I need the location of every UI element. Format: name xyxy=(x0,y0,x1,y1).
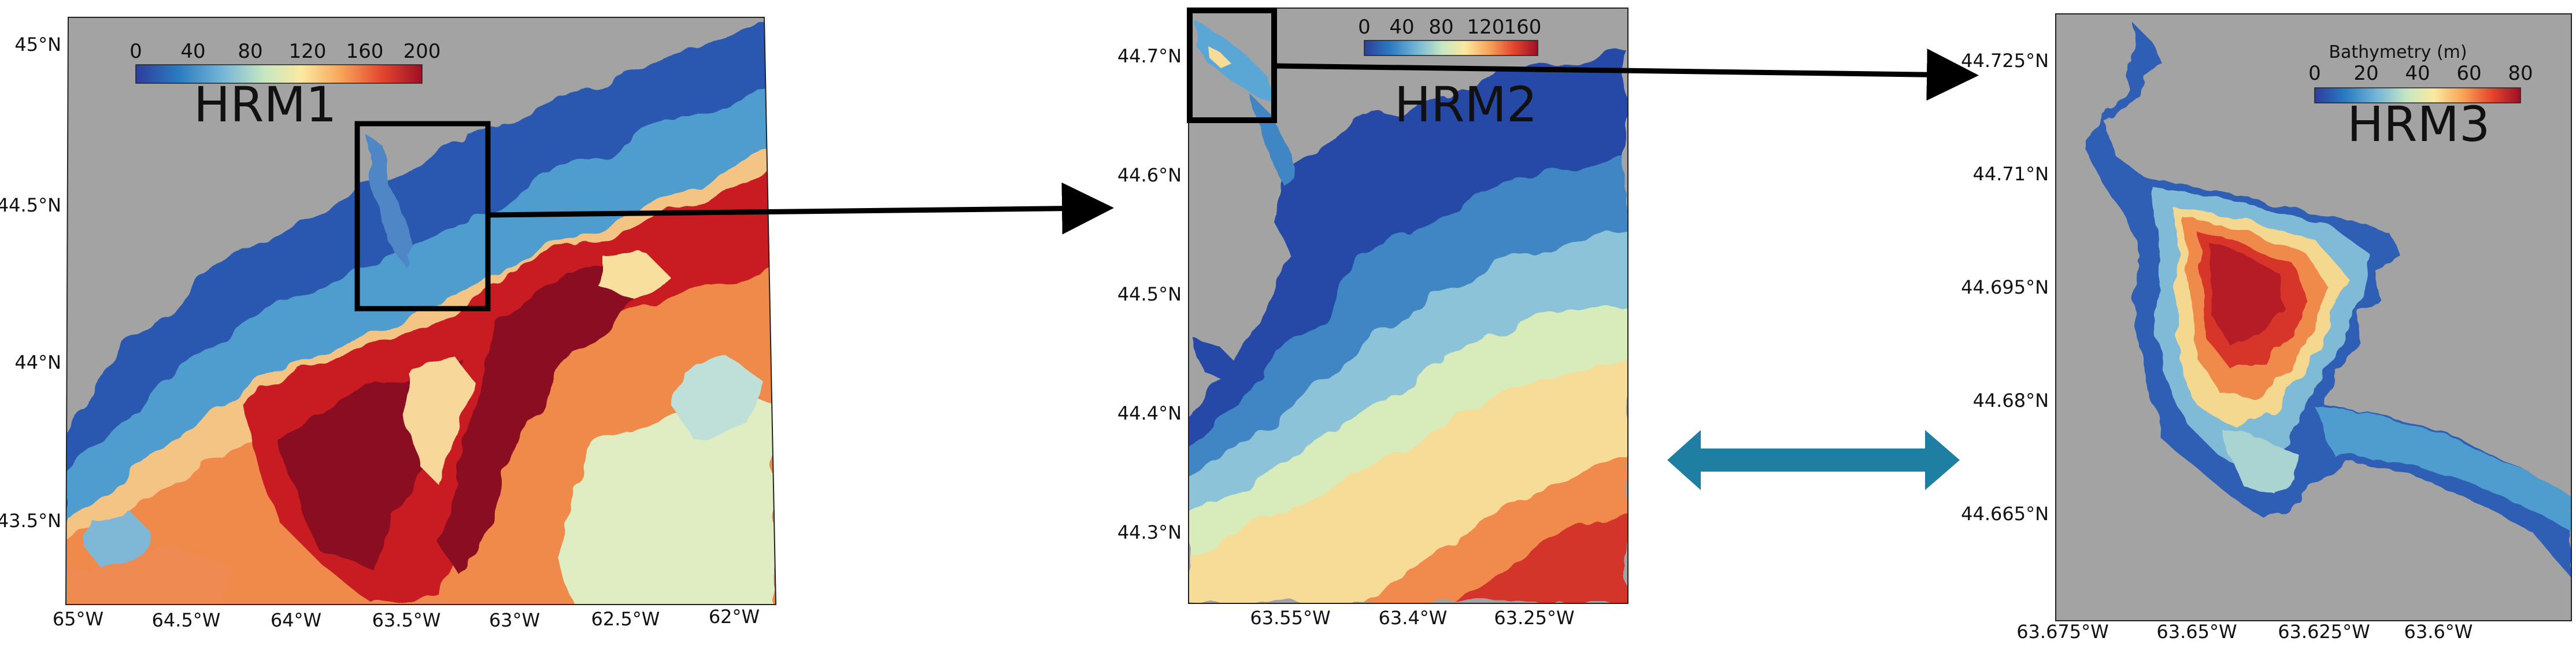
hrm1-colorbar-tick: 120 xyxy=(289,40,327,63)
hrm2-lat-tick: 44.4°N xyxy=(1117,402,1182,424)
hrm3-colorbar xyxy=(2314,87,2521,103)
two-way-coupling-arrow xyxy=(1667,430,1960,490)
hrm3-lat-tick: 44.68°N xyxy=(1972,390,2049,412)
hrm2-lon-tick: 63.55°W xyxy=(1250,607,1330,629)
zoom-arrow-2 xyxy=(1274,49,1979,101)
hrm1-colorbar-tick: 40 xyxy=(180,40,205,63)
hrm2-colorbar-tick: 120 xyxy=(1467,16,1505,39)
hrm1-lon-tick: 63.5°W xyxy=(372,609,441,631)
hrm2-zoom-box xyxy=(1187,8,1277,123)
hrm3-lat-tick: 44.665°N xyxy=(1961,503,2049,525)
hrm1-zoom-box xyxy=(354,121,491,312)
hrm3-colorbar-label: Bathymetry (m) xyxy=(2329,42,2467,62)
hrm3-colorbar-tick: 20 xyxy=(2353,62,2378,85)
hrm3-lon-tick: 63.625°W xyxy=(2278,621,2370,643)
hrm2-title: HRM2 xyxy=(1394,76,1537,133)
hrm3-lat-tick: 44.725°N xyxy=(1961,50,2049,72)
hrm1-lon-tick: 64°W xyxy=(271,609,321,631)
hrm2-lon-tick: 63.4°W xyxy=(1379,607,1448,629)
hrm1-lat-tick: 44.5°N xyxy=(0,194,61,216)
hrm3-colorbar-tick: 60 xyxy=(2456,62,2481,85)
hrm1-lat-tick: 43.5°N xyxy=(0,510,61,532)
hrm1-lat-tick: 44°N xyxy=(14,351,61,373)
hrm2-panel: 0 40 80 120 160 HRM2 44.7°N 44.6°N 44.5°… xyxy=(1117,8,1628,629)
hrm2-colorbar-tick: 80 xyxy=(1428,16,1453,39)
hrm3-panel: Bathymetry (m) 0 20 40 60 80 HRM3 44.725… xyxy=(1961,13,2572,643)
hrm1-colorbar-tick: 80 xyxy=(238,40,262,63)
hrm1-lat-tick: 45°N xyxy=(14,34,61,55)
hrm2-lat-tick: 44.5°N xyxy=(1117,283,1182,305)
hrm1-colorbar-tick: 0 xyxy=(129,40,142,63)
hrm2-lat-tick: 44.6°N xyxy=(1117,164,1182,186)
hrm2-colorbar xyxy=(1364,40,1538,56)
hrm3-colorbar-tick: 0 xyxy=(2308,62,2321,85)
hrm1-lon-tick: 63°W xyxy=(489,609,540,631)
hrm2-bathymetry-map xyxy=(1189,8,1628,603)
hrm3-title: HRM3 xyxy=(2347,96,2490,153)
hrm2-colorbar-tick: 0 xyxy=(1358,16,1371,39)
hrm2-lat-tick: 44.3°N xyxy=(1117,521,1182,543)
hrm1-bathymetry-map xyxy=(66,17,776,605)
hrm1-lon-tick: 62.5°W xyxy=(591,608,660,630)
hrm3-lon-tick: 63.675°W xyxy=(2016,621,2109,643)
zoom-arrow-1 xyxy=(487,182,1114,235)
hrm1-colorbar xyxy=(135,64,423,84)
hrm1-colorbar-tick: 200 xyxy=(404,40,441,63)
hrm2-lon-tick: 63.25°W xyxy=(1494,607,1574,629)
hrm1-panel: 0 40 80 120 160 200 HRM1 45°N 44.5°N 44°… xyxy=(0,17,777,631)
hrm2-lat-tick: 44.7°N xyxy=(1117,45,1182,67)
hrm3-bathymetry-map xyxy=(2056,14,2571,621)
hrm1-colorbar-tick: 160 xyxy=(346,40,384,63)
hrm3-lon-tick: 63.6°W xyxy=(2404,621,2473,643)
hrm2-colorbar-tick: 160 xyxy=(1504,16,1542,39)
hrm3-lon-tick: 63.65°W xyxy=(2156,621,2237,643)
hrm3-lat-tick: 44.695°N xyxy=(1961,276,2049,298)
hrm1-lon-tick: 64.5°W xyxy=(152,609,221,631)
hrm3-colorbar-tick: 40 xyxy=(2405,62,2430,85)
hrm3-lat-tick: 44.71°N xyxy=(1972,163,2049,185)
hrm2-colorbar-tick: 40 xyxy=(1389,16,1414,39)
hrm3-colorbar-tick: 80 xyxy=(2508,62,2533,85)
hrm1-lon-tick: 62°W xyxy=(709,606,760,628)
hrm1-lon-tick: 65°W xyxy=(53,608,103,630)
hrm1-title: HRM1 xyxy=(194,76,336,133)
